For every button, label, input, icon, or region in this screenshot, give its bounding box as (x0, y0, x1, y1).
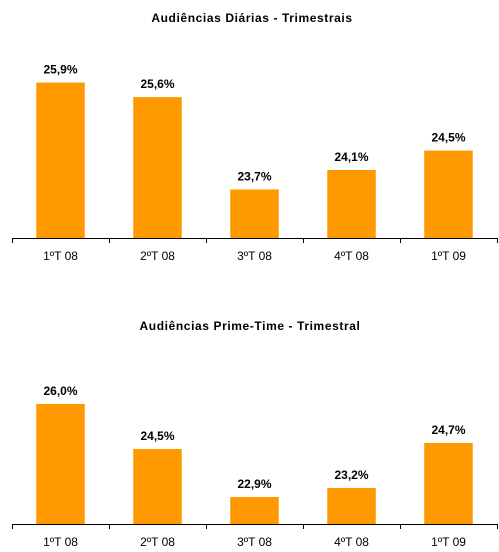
category-label: 3ºT 08 (237, 249, 272, 263)
data-label: 24,7% (431, 423, 465, 437)
category-label: 1ºT 09 (431, 535, 466, 549)
tick-group (12, 238, 498, 243)
bar (424, 443, 473, 524)
bar-group (36, 82, 473, 239)
category-label: 2ºT 08 (140, 535, 175, 549)
bar (133, 97, 182, 239)
category-label: 4ºT 08 (334, 535, 369, 549)
category-label: 1ºT 08 (43, 249, 78, 263)
category-label: 4ºT 08 (334, 249, 369, 263)
data-label: 24,5% (431, 131, 465, 145)
bar (36, 82, 85, 238)
category-label: 3ºT 08 (237, 535, 272, 549)
chart-title: Audiências Diárias - Trimestrais (151, 11, 352, 25)
data-label: 25,9% (43, 63, 77, 77)
chart-prime-time-audiences: Audiências Prime-Time - Trimestral 26,0%… (12, 319, 498, 549)
data-label: 23,2% (334, 468, 368, 482)
data-label: 24,1% (334, 150, 368, 164)
bar (424, 150, 473, 238)
chart-daily-audiences: Audiências Diárias - Trimestrais 25,9%25… (12, 11, 498, 263)
data-label: 22,9% (237, 477, 271, 491)
category-label: 1ºT 09 (431, 249, 466, 263)
bar (327, 488, 376, 524)
category-label: 1ºT 08 (43, 535, 78, 549)
data-label: 26,0% (43, 384, 77, 398)
category-label: 2ºT 08 (140, 249, 175, 263)
bar (230, 497, 279, 524)
bar (327, 170, 376, 238)
tick-group (12, 524, 498, 529)
data-label-group: 25,9% 25,6% 23,7% 24,1% 24,5% (43, 63, 465, 184)
bar-group (36, 404, 473, 524)
bar (133, 449, 182, 524)
bar (230, 189, 279, 238)
chart-title: Audiências Prime-Time - Trimestral (140, 319, 361, 333)
category-label-group: 1ºT 08 2ºT 08 3ºT 08 4ºT 08 1ºT 09 (43, 535, 466, 549)
bar (36, 404, 85, 524)
data-label: 25,6% (140, 77, 174, 91)
category-label-group: 1ºT 08 2ºT 08 3ºT 08 4ºT 08 1ºT 09 (43, 249, 466, 263)
data-label: 23,7% (237, 169, 271, 183)
data-label: 24,5% (140, 429, 174, 443)
data-label-group: 26,0% 24,5% 22,9% 23,2% 24,7% (43, 384, 465, 491)
